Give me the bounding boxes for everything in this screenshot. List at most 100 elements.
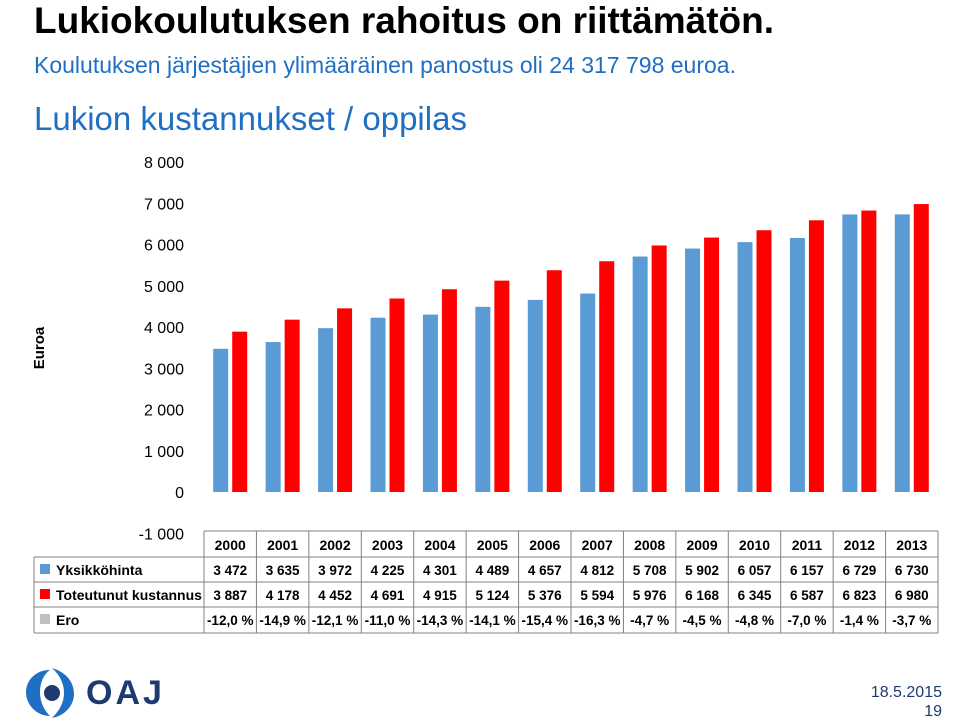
- data-label: 5 124: [475, 588, 509, 603]
- y-axis-label: Euroa: [31, 326, 48, 369]
- data-label: 3 972: [318, 563, 352, 578]
- series-name: Ero: [56, 612, 79, 628]
- data-label: 6 730: [895, 563, 929, 578]
- data-label: 5 594: [580, 588, 614, 603]
- bar-toteutunut: [913, 204, 929, 492]
- bar-yksikkohinta: [580, 293, 596, 492]
- y-tick-label: 0: [175, 485, 184, 502]
- y-tick-label: 1 000: [144, 444, 184, 461]
- y-tick-label: 3 000: [144, 361, 184, 378]
- data-label: 4 452: [318, 588, 352, 603]
- oaj-logo: OAJ: [26, 668, 165, 718]
- legend-swatch: [40, 614, 50, 624]
- bar-toteutunut: [808, 220, 824, 492]
- data-label: 6 157: [790, 563, 824, 578]
- data-label: 6 729: [842, 563, 876, 578]
- y-tick-label: -1 000: [139, 526, 184, 543]
- bar-yksikkohinta: [737, 242, 753, 492]
- y-tick-label: 8 000: [144, 155, 184, 172]
- data-label: 6 345: [738, 588, 772, 603]
- data-label: 4 489: [475, 563, 509, 578]
- data-label: -11,0 %: [365, 613, 411, 628]
- bar-yksikkohinta: [370, 317, 386, 492]
- data-label: -3,7 %: [892, 613, 931, 628]
- logo-text: OAJ: [86, 674, 165, 712]
- oaj-emblem-icon: [26, 668, 74, 718]
- series-name: Yksikköhinta: [56, 562, 143, 578]
- x-tick-label: 2004: [424, 537, 455, 553]
- slide-title: Lukiokoulutuksen rahoitus on riittämätön…: [34, 0, 775, 41]
- slide-date: 18.5.2015: [870, 684, 942, 701]
- data-label: 5 902: [685, 563, 719, 578]
- bar-yksikkohinta: [527, 299, 543, 492]
- x-tick-label: 2008: [634, 537, 665, 553]
- bar-toteutunut: [232, 331, 248, 492]
- bar-yksikkohinta: [475, 306, 491, 492]
- slide-subtitle: Koulutuksen järjestäjien ylimääräinen pa…: [34, 52, 736, 78]
- data-label: 4 812: [580, 563, 614, 578]
- bar-toteutunut: [389, 298, 405, 492]
- data-label: -12,1 %: [312, 613, 359, 628]
- data-label: 6 823: [842, 588, 876, 603]
- y-tick-label: 4 000: [144, 320, 184, 337]
- bar-yksikkohinta: [789, 238, 805, 492]
- bar-toteutunut: [494, 280, 510, 492]
- y-tick-label: 7 000: [144, 196, 184, 213]
- data-label: 4 691: [371, 588, 405, 603]
- data-label: 6 057: [738, 563, 772, 578]
- x-tick-label: 2011: [792, 537, 823, 553]
- bar-toteutunut: [704, 237, 720, 492]
- bar-toteutunut: [756, 230, 772, 493]
- bar-yksikkohinta: [894, 214, 910, 492]
- data-label: 5 976: [633, 588, 667, 603]
- x-tick-label: 2006: [529, 537, 560, 553]
- bar-yksikkohinta: [632, 256, 648, 492]
- bar-toteutunut: [337, 308, 353, 492]
- data-label: -4,8 %: [735, 613, 774, 628]
- chart-title: Lukion kustannukset / oppilas: [34, 100, 467, 137]
- page-number: 19: [924, 703, 942, 720]
- y-tick-label: 2 000: [144, 403, 184, 420]
- data-label: -4,5 %: [683, 613, 722, 628]
- data-label: 4 178: [266, 588, 300, 603]
- bar-yksikkohinta: [265, 342, 281, 492]
- bar-toteutunut: [599, 261, 615, 492]
- data-label: 6 587: [790, 588, 824, 603]
- x-tick-label: 2013: [896, 537, 927, 553]
- x-tick-label: 2002: [319, 537, 350, 553]
- bar-toteutunut: [441, 289, 457, 492]
- data-label: 5 376: [528, 588, 562, 603]
- data-label: -7,0 %: [787, 613, 826, 628]
- legend-swatch: [40, 589, 50, 599]
- y-tick-label: 6 000: [144, 238, 184, 255]
- data-label: -1,4 %: [840, 613, 879, 628]
- data-label: 3 887: [213, 588, 247, 603]
- data-label: -15,4 %: [522, 613, 569, 628]
- data-label: 6 168: [685, 588, 719, 603]
- data-label: 6 980: [895, 588, 929, 603]
- data-label: 4 915: [423, 588, 457, 603]
- x-tick-label: 2007: [582, 537, 613, 553]
- bar-chart: -1 000 0 1 000 2 000 3 000 4 000 5 000 6 000 7 0…: [31, 155, 939, 634]
- data-label: -14,3 %: [417, 613, 464, 628]
- data-label: 4 301: [423, 563, 457, 578]
- x-tick-label: 2005: [477, 537, 508, 553]
- y-tick-label: 5 000: [144, 279, 184, 296]
- bar-yksikkohinta: [685, 248, 701, 492]
- data-label: -14,1 %: [469, 613, 516, 628]
- series-name: Toteutunut kustannus: [56, 587, 202, 603]
- data-label: 3 472: [213, 563, 247, 578]
- x-tick-label: 2010: [739, 537, 770, 553]
- bar-toteutunut: [546, 270, 562, 492]
- bar-toteutunut: [284, 319, 300, 492]
- x-tick-label: 2003: [372, 537, 403, 553]
- data-label: 4 225: [371, 563, 405, 578]
- bar-yksikkohinta: [213, 348, 229, 492]
- data-label: -16,3 %: [574, 613, 621, 628]
- x-tick-label: 2012: [844, 537, 875, 553]
- bar-toteutunut: [861, 210, 877, 492]
- data-label: 3 635: [266, 563, 300, 578]
- bar-yksikkohinta: [318, 328, 334, 492]
- data-label: -12,0 %: [207, 613, 254, 628]
- bar-yksikkohinta: [422, 314, 438, 492]
